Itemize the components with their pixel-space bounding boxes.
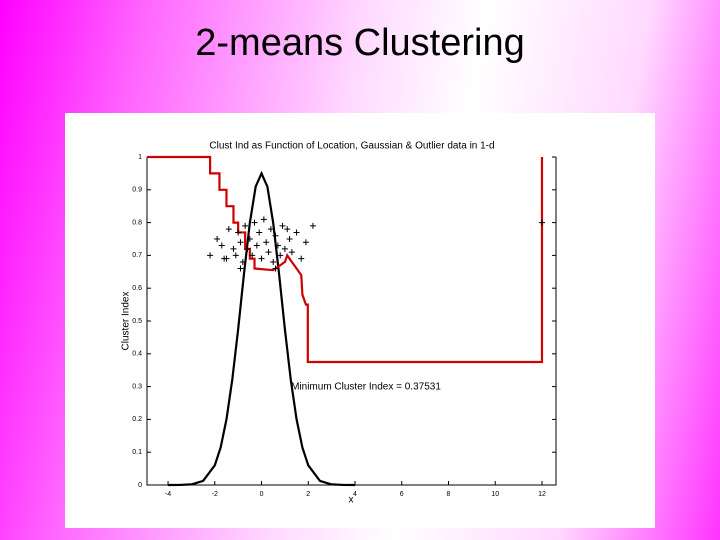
y-tick-label: 0.4: [132, 351, 142, 358]
x-tick-label: 2: [306, 491, 310, 498]
x-tick-label: 6: [400, 491, 404, 498]
cluster-index-line: [147, 155, 544, 364]
data-point: [256, 229, 263, 236]
data-point: [293, 229, 300, 236]
data-point: [242, 222, 249, 229]
x-tick-label: -4: [165, 491, 171, 498]
x-tick-label: 10: [491, 491, 499, 498]
x-tick-label: -2: [212, 491, 218, 498]
data-point: [263, 239, 270, 246]
x-tick-label: 12: [538, 491, 546, 498]
y-tick-label: 0.2: [132, 416, 142, 423]
y-tick-label: 0.9: [132, 187, 142, 194]
data-point: [251, 219, 258, 226]
data-point: [258, 255, 265, 262]
data-point: [267, 226, 274, 233]
data-point: [235, 229, 242, 236]
y-axis-label: Cluster Index: [121, 292, 132, 351]
y-tick-label: 0.7: [132, 252, 142, 259]
x-axis-label: x: [349, 495, 354, 506]
data-point: [270, 258, 277, 265]
data-point: [214, 236, 221, 242]
data-point: [244, 245, 251, 252]
data-point: [538, 219, 545, 226]
data-point: [277, 252, 284, 259]
data-point: [237, 265, 244, 272]
data-point: [221, 255, 228, 262]
y-tick-label: 0.8: [132, 219, 142, 226]
data-point: [246, 236, 253, 242]
data-point: [279, 222, 286, 229]
data-point: [253, 242, 260, 249]
y-tick-label: 0: [138, 482, 142, 489]
data-point: [207, 252, 214, 259]
y-tick-label: 1: [138, 154, 142, 161]
density-line: [168, 170, 356, 487]
data-point: [225, 226, 232, 233]
annotation: Minimum Cluster Index = 0.37531: [291, 382, 441, 393]
slide-title: 2-means Clustering: [195, 22, 525, 64]
data-point: [230, 245, 237, 252]
data-point: [298, 255, 305, 262]
data-point: [302, 239, 309, 246]
data-point: [232, 252, 239, 259]
chart-panel: [65, 113, 655, 528]
y-tick-label: 0.5: [132, 318, 142, 325]
y-tick-label: 0.1: [132, 449, 142, 456]
y-tick-label: 0.3: [132, 383, 142, 390]
x-tick-label: 8: [447, 491, 451, 498]
x-tick-label: 4: [353, 491, 357, 498]
data-point: [272, 265, 279, 272]
data-point: [265, 249, 272, 256]
data-point: [284, 226, 291, 233]
data-point: [260, 216, 267, 223]
data-point: [218, 242, 225, 249]
data-point: [281, 245, 288, 252]
data-point: [239, 258, 246, 265]
y-tick-label: 0.6: [132, 285, 142, 292]
data-point: [309, 222, 316, 229]
data-point: [237, 239, 244, 246]
data-point: [288, 249, 295, 256]
data-point: [274, 242, 281, 249]
data-point: [272, 232, 279, 239]
chart-title: Clust Ind as Function of Location, Gauss…: [209, 141, 494, 152]
data-point: [249, 252, 256, 259]
x-tick-label: 0: [260, 491, 264, 498]
data-point: [286, 236, 293, 242]
